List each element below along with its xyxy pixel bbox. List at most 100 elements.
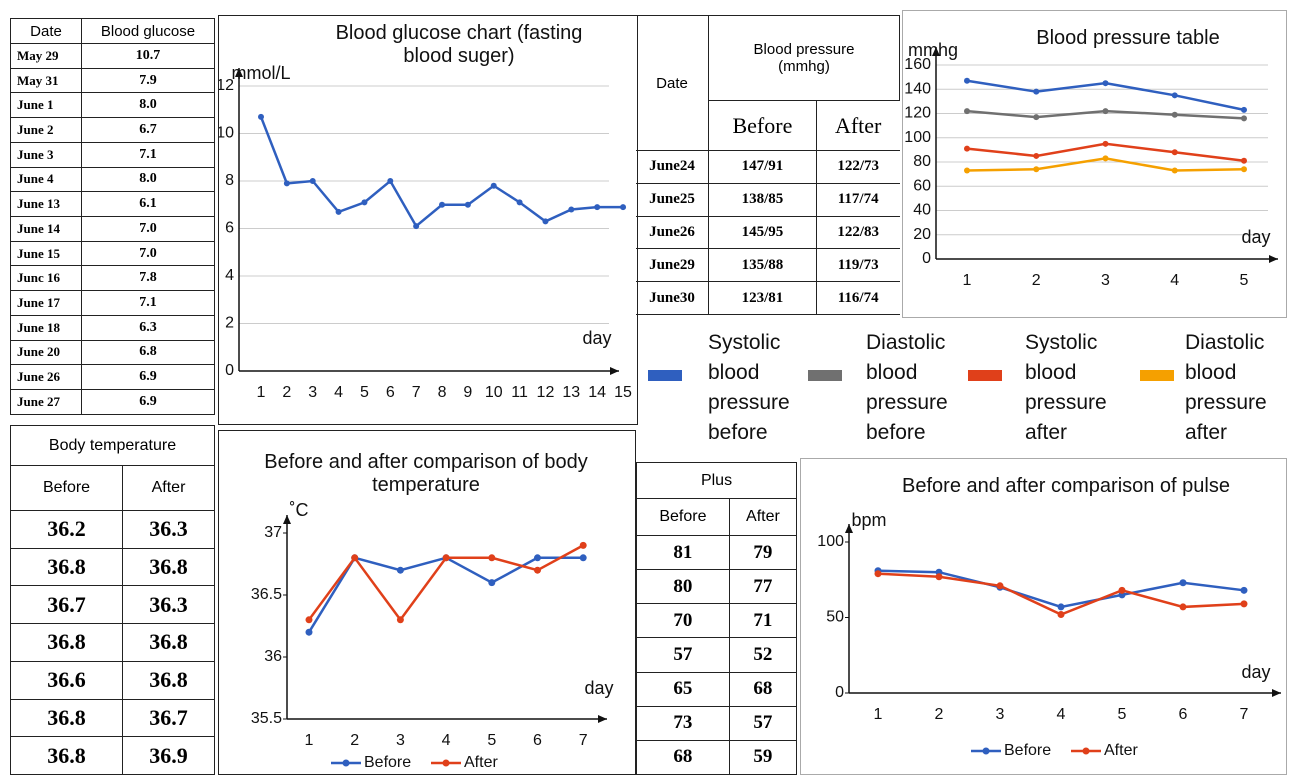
y-tick-label: 35.5 (251, 710, 282, 727)
point (258, 113, 264, 120)
date-cell: June29 (636, 248, 709, 283)
legend-swatch (808, 370, 842, 381)
y-arrow (932, 47, 940, 56)
plot: 35.5 36 36.5 37 1 2 3 4 5 6 7 ˚C day Before After (251, 500, 614, 771)
x-tick-label: 6 (1179, 706, 1188, 723)
point (620, 204, 627, 211)
x-tick-label: 8 (438, 384, 447, 401)
x-tick-label: 2 (350, 732, 359, 749)
point (305, 616, 313, 624)
header-cell: Date (10, 18, 82, 44)
value-cell: 36.6 (9, 660, 124, 700)
y-arrow (235, 68, 243, 77)
table-row: 68 59 (636, 739, 798, 775)
point (1179, 579, 1187, 587)
title-row: Plus (636, 462, 797, 499)
table-row: 70 71 (636, 603, 798, 639)
x-tick-label: 5 (360, 384, 369, 401)
header-cell: Date (636, 15, 709, 151)
y-tick-label: 0 (835, 684, 844, 701)
point (309, 178, 316, 184)
date-cell: June 15 (10, 240, 82, 267)
value-cell: 6.9 (81, 389, 215, 415)
subheader-row: Before After (9, 465, 215, 511)
value-cell: 7.0 (81, 240, 215, 267)
value-cell: 73 (636, 705, 730, 741)
value-cell: 36.8 (122, 547, 215, 587)
x-axis-label: day (584, 678, 613, 698)
legend-label: Before (364, 754, 411, 771)
y-tick-label: 20 (913, 226, 931, 243)
y-arrow (283, 515, 291, 524)
value-cell: 71 (728, 603, 798, 639)
legend-marker (1082, 747, 1090, 755)
y-tick-label: 100 (817, 533, 844, 550)
point (283, 180, 290, 187)
value-cell: 6.3 (81, 314, 215, 341)
table-row: 73 57 (636, 705, 798, 741)
x-tick-label: 15 (614, 384, 632, 401)
date-cell: June 27 (10, 389, 82, 415)
point (1171, 167, 1178, 174)
point (579, 541, 587, 549)
header-row: Date Blood pressure (mmhg) (636, 15, 900, 151)
point (964, 167, 970, 174)
y-arrow (845, 524, 853, 533)
value-cell: 122/73 (815, 150, 900, 184)
legend-swatch (648, 370, 682, 381)
glucose-table: Date Blood glucose May 29 10.7 May 31 7.9 June… (10, 18, 215, 415)
value-cell: 57 (636, 637, 730, 673)
x-tick-label: 3 (1101, 272, 1110, 289)
chart: Blood glucose chart (fasting blood suger… (218, 15, 638, 425)
point (579, 554, 587, 562)
legend-marker (982, 747, 990, 755)
value-cell: 36.9 (122, 736, 215, 775)
chart: Before and after comparison of body temp… (218, 430, 636, 775)
value-cell: 147/91 (708, 150, 817, 184)
value-cell: 36.7 (122, 698, 215, 738)
value-cell: 81 (636, 534, 730, 571)
date-cell: June25 (636, 182, 709, 217)
point (935, 573, 943, 581)
value-cell: 36.3 (122, 510, 215, 549)
y-tick-label: 60 (913, 177, 931, 194)
value-cell: 119/73 (815, 248, 900, 283)
table-row: June26 145/95 122/83 (636, 215, 900, 250)
point (1171, 111, 1178, 118)
table-row: 36.8 36.7 (9, 698, 215, 738)
date-cell: June26 (636, 215, 709, 250)
table-row: 36.2 36.3 (9, 510, 215, 549)
header-cell: Blood pressure (mmhg) (708, 15, 900, 101)
x-tick-label: 3 (308, 384, 317, 401)
value-cell: 79 (728, 534, 798, 571)
point (1033, 88, 1040, 95)
y-tick-label: 160 (904, 56, 931, 73)
date-cell: June 13 (10, 191, 82, 218)
subheader-cell: Before (9, 465, 124, 511)
x-tick-label: 3 (996, 706, 1005, 723)
point (1102, 155, 1109, 162)
value-cell: 36.3 (122, 585, 215, 625)
x-tick-label: 2 (282, 384, 291, 401)
x-tick-label: 13 (562, 384, 580, 401)
x-axis-label: day (582, 328, 611, 348)
y-tick-label: 0 (225, 362, 234, 379)
value-cell: 57 (728, 705, 798, 741)
point (1179, 603, 1187, 611)
table-row: June25 138/85 117/74 (636, 182, 900, 217)
y-tick-label: 50 (826, 609, 844, 626)
x-tick-label: 2 (935, 706, 944, 723)
date-cell: June 3 (10, 141, 82, 168)
temperature-table: Body temperature Before After 36.2 36.3 36.8 3… (9, 425, 215, 775)
x-tick-label: 4 (1170, 272, 1179, 289)
table: Plus Before After 81 79 80 77 70 71 57 52 65 68 73 57 6… (636, 462, 798, 775)
point (1241, 157, 1247, 164)
point (964, 108, 970, 115)
y-tick-label: 120 (904, 105, 931, 122)
legend-label: Systolic blood pressure before (708, 331, 790, 444)
table-row: May 31 7.9 (10, 67, 215, 94)
value-cell: 65 (636, 671, 730, 707)
date-cell: June 2 (10, 117, 82, 143)
point (464, 201, 471, 208)
